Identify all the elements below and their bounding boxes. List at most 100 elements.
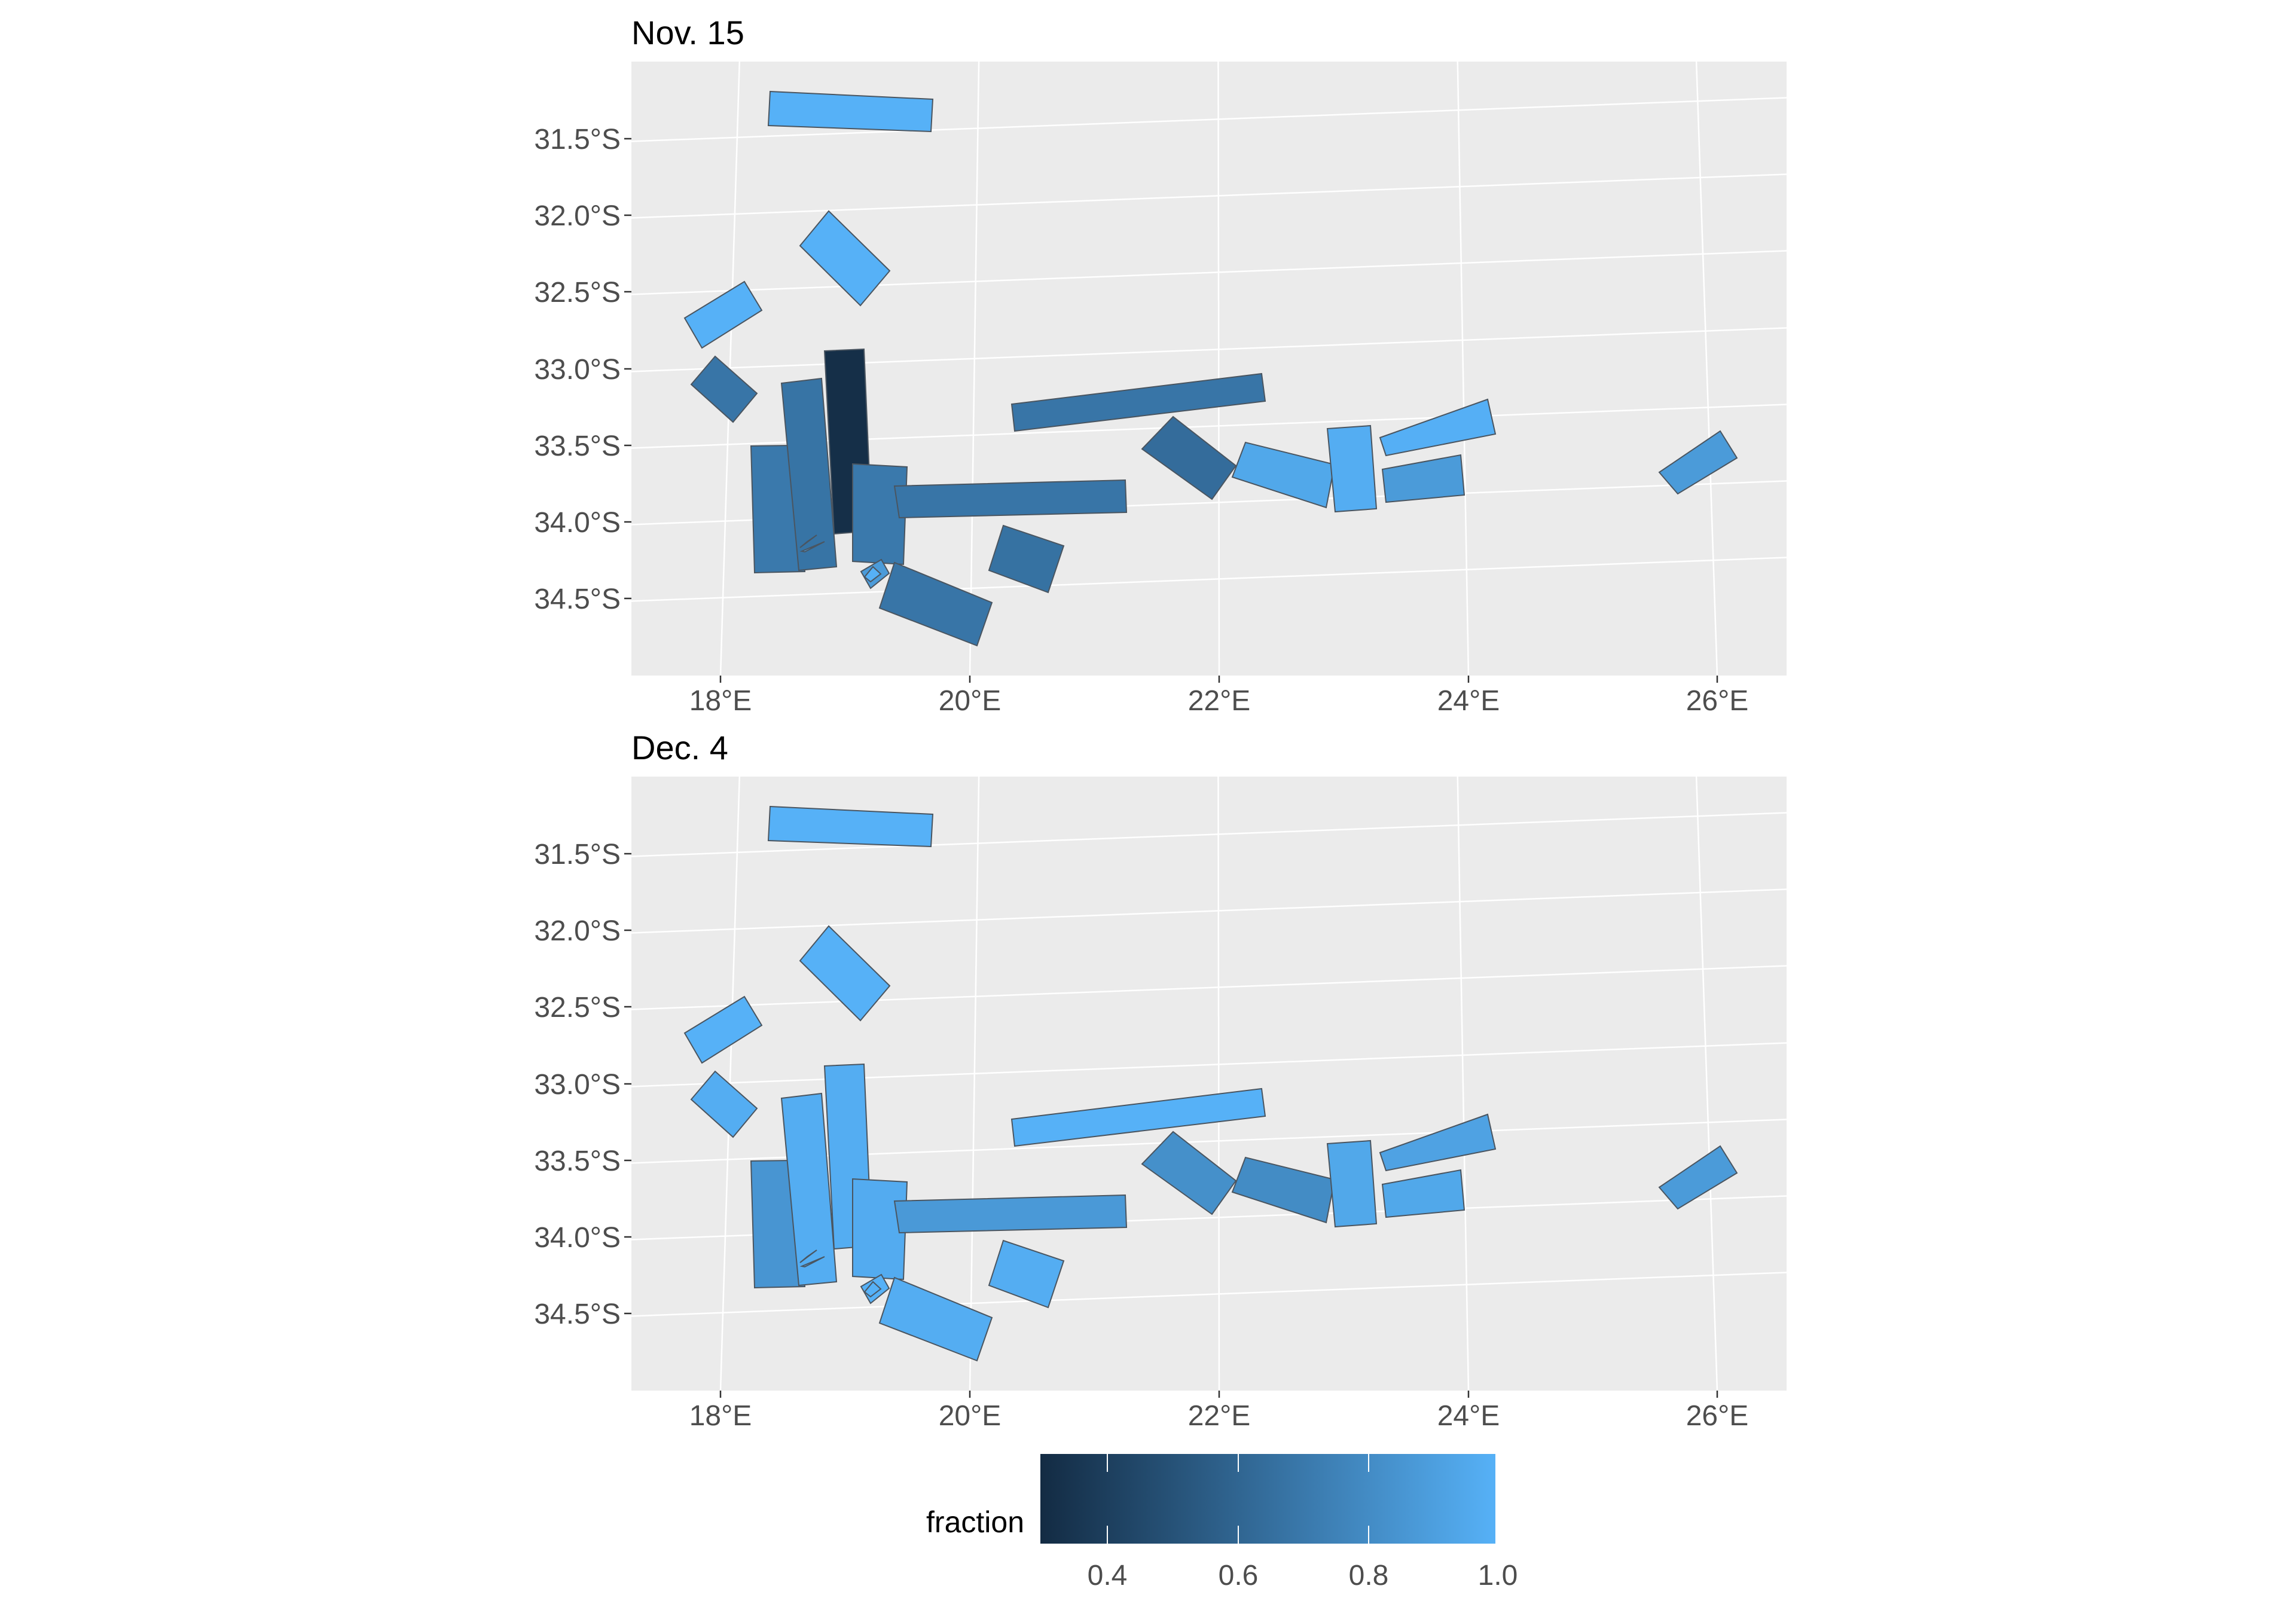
graticule-meridian [969,777,980,1391]
y-tick-label: 34.0°S [534,507,621,539]
legend-tick-label: 0.4 [1088,1560,1128,1591]
region-r13 [988,1239,1065,1309]
region-r17 [1326,1139,1378,1228]
graticule-meridian [1217,62,1220,676]
y-tick-label: 32.0°S [534,200,621,232]
x-tick-label: 20°E [939,685,1002,717]
graticule-parallel [631,1272,1787,1317]
legend-tick-label: 0.8 [1349,1560,1389,1591]
graticule-meridian [1217,777,1220,1391]
region-polygons [683,90,1738,647]
map-panel-nov15: Nov. 15 31.5°S 32.0°S 32.5°S 33.0°S 33.5°S 34… [534,14,1787,717]
graticule-parallel [631,965,1787,1010]
y-tick-label: 33.5°S [534,1145,621,1177]
legend-tick-label: 1.0 [1478,1560,1518,1591]
graticule-parallel [631,97,1787,142]
y-tick-label: 33.5°S [534,430,621,462]
colorbar-legend: fraction 0.4 0.6 0.8 1.0 [926,1454,1518,1591]
region-r8 [852,463,908,566]
graticule-parallel [631,173,1787,219]
region-r6 [780,377,838,572]
legend-tick-label: 0.6 [1219,1560,1259,1591]
region-r19 [1381,1169,1465,1218]
region-r8 [852,1178,908,1281]
region-r13 [988,524,1065,594]
region-r21 [799,1256,825,1268]
y-tick-label: 33.0°S [534,1069,621,1101]
region-r18 [1379,398,1497,457]
map-panel-dec4: Dec. 4 31.5°S 32.0°S 32.5°S 33.0°S 33.5°S 34.… [534,729,1787,1432]
y-tick-label: 34.0°S [534,1222,621,1254]
x-tick-label: 26°E [1686,685,1749,717]
region-r20 [1658,430,1738,495]
panel-title: Nov. 15 [631,14,744,51]
region-r18 [1379,1113,1497,1172]
region-r3 [683,280,763,349]
x-tick-label: 20°E [939,1400,1002,1432]
region-r15 [1141,1131,1237,1215]
y-tick-label: 32.5°S [534,992,621,1024]
region-r22 [863,1281,882,1298]
region-r22 [863,566,882,583]
x-axis: 18°E 20°E 22°E 24°E 26°E [689,1391,1749,1432]
graticule-parallel [631,250,1787,295]
graticule-parallel [631,1042,1787,1087]
region-r2 [799,210,891,307]
region-r9 [893,479,1128,519]
legend-title: fraction [926,1505,1024,1539]
x-axis: 18°E 20°E 22°E 24°E 26°E [689,676,1749,717]
graticule-parallel [631,888,1787,934]
graticule-meridian [1457,62,1470,676]
y-tick-label: 34.5°S [534,583,621,615]
region-r10 [799,1249,817,1263]
panel-background [631,62,1787,676]
region-r4 [690,355,758,423]
y-tick-label: 32.5°S [534,277,621,308]
y-tick-label: 31.5°S [534,124,621,155]
region-r14 [1010,1087,1266,1147]
x-tick-label: 26°E [1686,1400,1749,1432]
region-r2 [799,925,891,1022]
x-tick-label: 24°E [1437,1400,1500,1432]
region-r17 [1326,424,1378,513]
graticule-meridian [1695,777,1718,1391]
region-r1 [767,90,934,133]
legend-ticks: 0.4 0.6 0.8 1.0 [1088,1454,1518,1591]
region-r20 [1658,1145,1738,1210]
y-tick-label: 31.5°S [534,839,621,870]
panel-background [631,777,1787,1391]
x-tick-label: 24°E [1437,685,1500,717]
region-r14 [1010,372,1266,432]
graticule-meridian [969,62,980,676]
y-tick-label: 33.0°S [534,354,621,386]
region-r12 [878,561,993,647]
y-tick-label: 32.0°S [534,915,621,947]
x-tick-label: 18°E [689,1400,752,1432]
graticule-parallel [631,327,1787,372]
region-r10 [799,534,817,548]
graticule-parallel [631,557,1787,602]
x-tick-label: 18°E [689,685,752,717]
region-r3 [683,995,763,1064]
graticule [631,777,1787,1391]
x-tick-label: 22°E [1188,1400,1251,1432]
graticule-parallel [631,812,1787,857]
y-axis: 31.5°S 32.0°S 32.5°S 33.0°S 33.5°S 34.0°S 34.5… [534,124,631,615]
graticule-meridian [719,777,741,1391]
region-r6 [780,1092,838,1287]
panel-title: Dec. 4 [631,729,728,766]
region-r9 [893,1194,1128,1234]
region-r19 [1381,454,1465,503]
y-axis: 31.5°S 32.0°S 32.5°S 33.0°S 33.5°S 34.0°S 34.5… [534,839,631,1330]
y-tick-label: 34.5°S [534,1299,621,1330]
region-r12 [878,1276,993,1362]
region-r15 [1141,416,1237,500]
graticule-meridian [719,62,741,676]
region-polygons [683,805,1738,1362]
region-r21 [799,541,825,553]
region-r1 [767,805,934,848]
colorbar [1040,1454,1495,1544]
graticule-meridian [1457,777,1470,1391]
graticule-meridian [1695,62,1718,676]
